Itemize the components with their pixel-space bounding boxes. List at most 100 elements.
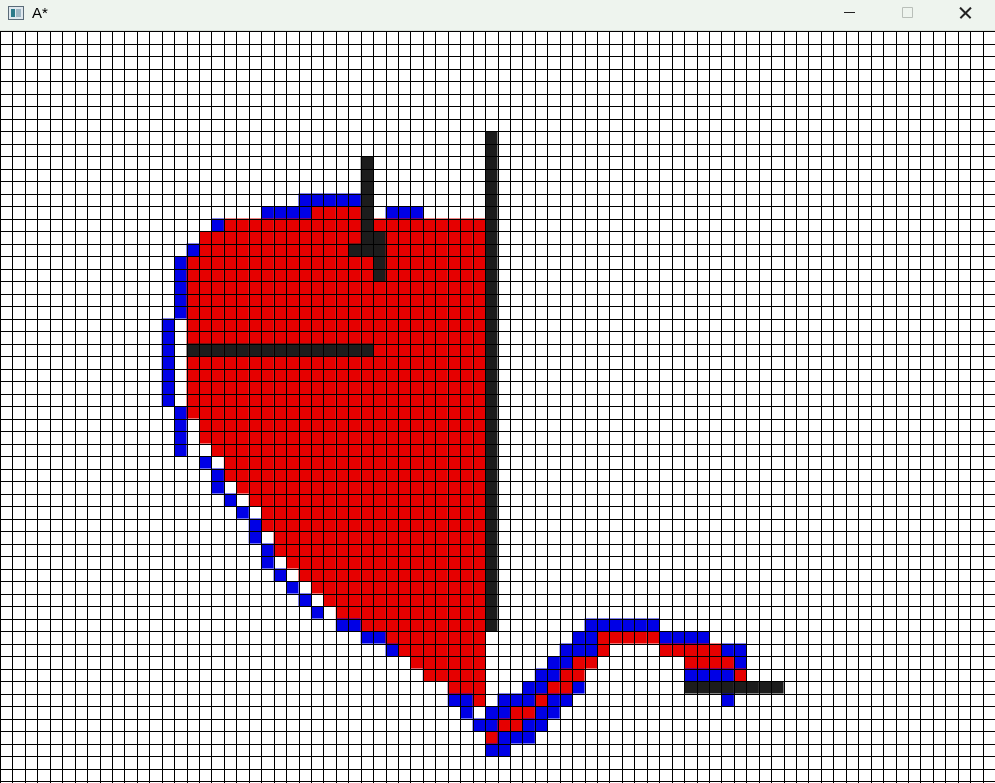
closed-cell[interactable] [422, 368, 436, 382]
closed-cell[interactable] [348, 556, 361, 569]
closed-cell[interactable] [472, 281, 486, 294]
closed-cell[interactable] [248, 356, 262, 369]
closed-cell[interactable] [298, 293, 311, 307]
wall-cell[interactable] [485, 593, 498, 607]
closed-cell[interactable] [684, 656, 697, 669]
closed-cell[interactable] [398, 418, 411, 432]
open-cell[interactable] [211, 218, 224, 232]
closed-cell[interactable] [310, 243, 324, 257]
open-cell[interactable] [174, 406, 187, 419]
open-cell[interactable] [646, 618, 660, 632]
closed-cell[interactable] [248, 443, 262, 457]
open-cell[interactable] [161, 318, 175, 332]
closed-cell[interactable] [373, 393, 386, 407]
closed-cell[interactable] [435, 481, 448, 494]
closed-cell[interactable] [223, 356, 237, 369]
open-cell[interactable] [348, 618, 361, 632]
closed-cell[interactable] [273, 443, 287, 457]
open-cell[interactable] [373, 631, 386, 644]
closed-cell[interactable] [211, 306, 224, 319]
closed-cell[interactable] [286, 318, 299, 332]
closed-cell[interactable] [721, 656, 734, 669]
wall-cell[interactable] [360, 218, 374, 232]
open-cell[interactable] [248, 531, 262, 544]
closed-cell[interactable] [323, 381, 336, 394]
closed-cell[interactable] [373, 431, 386, 444]
closed-cell[interactable] [460, 306, 473, 319]
closed-cell[interactable] [410, 406, 423, 419]
closed-cell[interactable] [385, 581, 399, 594]
closed-cell[interactable] [410, 331, 423, 344]
pathfinding-grid[interactable] [0, 31, 995, 783]
wall-cell[interactable] [485, 468, 498, 482]
closed-cell[interactable] [373, 493, 386, 507]
closed-cell[interactable] [310, 556, 324, 569]
closed-cell[interactable] [621, 631, 635, 644]
closed-cell[interactable] [273, 543, 287, 557]
closed-cell[interactable] [684, 643, 697, 657]
closed-cell[interactable] [348, 406, 361, 419]
open-cell[interactable] [261, 556, 274, 569]
closed-cell[interactable] [261, 443, 274, 457]
wall-cell[interactable] [485, 281, 498, 294]
closed-cell[interactable] [236, 418, 249, 432]
closed-cell[interactable] [422, 356, 436, 369]
open-cell[interactable] [684, 631, 697, 644]
closed-cell[interactable] [261, 331, 274, 344]
closed-cell[interactable] [497, 718, 510, 732]
closed-cell[interactable] [298, 406, 311, 419]
closed-cell[interactable] [360, 281, 374, 294]
closed-cell[interactable] [310, 518, 324, 532]
closed-cell[interactable] [460, 556, 473, 569]
closed-cell[interactable] [273, 331, 287, 344]
closed-cell[interactable] [435, 443, 448, 457]
closed-cell[interactable] [460, 631, 473, 644]
closed-cell[interactable] [708, 643, 722, 657]
open-cell[interactable] [522, 718, 535, 732]
closed-cell[interactable] [460, 481, 473, 494]
closed-cell[interactable] [223, 406, 237, 419]
open-cell[interactable] [360, 631, 374, 644]
closed-cell[interactable] [360, 581, 374, 594]
closed-cell[interactable] [273, 256, 287, 269]
closed-cell[interactable] [261, 231, 274, 244]
closed-cell[interactable] [273, 418, 287, 432]
closed-cell[interactable] [435, 631, 448, 644]
closed-cell[interactable] [460, 343, 473, 357]
open-cell[interactable] [621, 618, 635, 632]
closed-cell[interactable] [422, 518, 436, 532]
open-cell[interactable] [273, 206, 287, 219]
closed-cell[interactable] [447, 606, 461, 619]
closed-cell[interactable] [211, 393, 224, 407]
closed-cell[interactable] [211, 331, 224, 344]
closed-cell[interactable] [385, 306, 399, 319]
closed-cell[interactable] [286, 556, 299, 569]
closed-cell[interactable] [385, 393, 399, 407]
closed-cell[interactable] [410, 606, 423, 619]
closed-cell[interactable] [410, 231, 423, 244]
closed-cell[interactable] [298, 568, 311, 582]
closed-cell[interactable] [273, 468, 287, 482]
closed-cell[interactable] [435, 393, 448, 407]
closed-cell[interactable] [199, 281, 212, 294]
closed-cell[interactable] [310, 256, 324, 269]
closed-cell[interactable] [696, 656, 709, 669]
open-cell[interactable] [273, 568, 287, 582]
closed-cell[interactable] [472, 318, 486, 332]
closed-cell[interactable] [398, 331, 411, 344]
closed-cell[interactable] [410, 306, 423, 319]
wall-cell[interactable] [186, 343, 200, 357]
wall-cell[interactable] [485, 606, 498, 619]
closed-cell[interactable] [472, 643, 486, 657]
closed-cell[interactable] [422, 631, 436, 644]
closed-cell[interactable] [298, 318, 311, 332]
closed-cell[interactable] [435, 531, 448, 544]
closed-cell[interactable] [410, 343, 423, 357]
closed-cell[interactable] [373, 281, 386, 294]
closed-cell[interactable] [348, 568, 361, 582]
closed-cell[interactable] [460, 568, 473, 582]
closed-cell[interactable] [447, 381, 461, 394]
wall-cell[interactable] [360, 343, 374, 357]
closed-cell[interactable] [211, 231, 224, 244]
wall-cell[interactable] [771, 681, 784, 694]
